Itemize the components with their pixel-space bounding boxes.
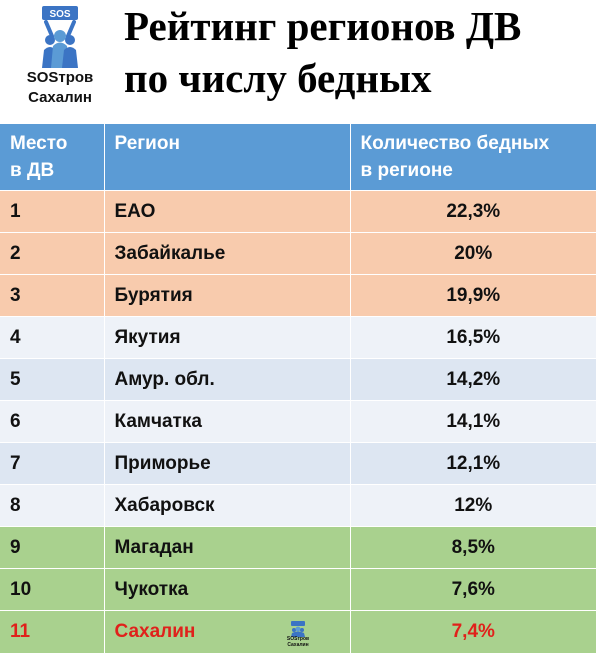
header-count-line2: в регионе xyxy=(360,160,453,181)
row-logo-text: SOSтров Сахалин xyxy=(280,636,316,648)
logo-text: SOSтров Сахалин xyxy=(14,68,106,108)
table-row: 7 Приморье 12,1% xyxy=(0,442,596,485)
table-row: 10 Чукотка 7,6% xyxy=(0,568,596,611)
table-row: 5 Амур. обл. 14,2% xyxy=(0,358,596,401)
row-value: 22,3% xyxy=(350,190,596,233)
table-row: 2 Забайкалье 20% xyxy=(0,232,596,275)
row-region: Забайкалье xyxy=(104,232,351,275)
row-value: 14,1% xyxy=(350,400,596,443)
row-value: 19,9% xyxy=(350,274,596,317)
header-count-line1: Количество бедных xyxy=(360,133,550,154)
table-row: 1 ЕАО 22,3% xyxy=(0,190,596,233)
row-region: Амур. обл. xyxy=(104,358,351,401)
header-region: Регион xyxy=(104,124,351,191)
rating-table: Место в ДВ Регион Количество бедных в ре… xyxy=(0,124,596,653)
row-region: Камчатка xyxy=(104,400,351,443)
row-region: Приморье xyxy=(104,442,351,485)
row-value: 14,2% xyxy=(350,358,596,401)
header-count: Количество бедных в регионе xyxy=(350,124,596,191)
row-value: 7,6% xyxy=(350,568,596,611)
row-logo: SOSтров Сахалин xyxy=(280,621,316,651)
table-row: 6 Камчатка 14,1% xyxy=(0,400,596,443)
table-row: 8 Хабаровск 12% xyxy=(0,484,596,527)
row-place: 2 xyxy=(0,232,105,275)
header-place: Место в ДВ xyxy=(0,124,105,191)
row-logo-line2: Сахалин xyxy=(287,642,309,648)
row-value: 8,5% xyxy=(350,526,596,569)
header-place-line1: Место xyxy=(10,133,68,154)
row-value: 7,4% xyxy=(350,610,596,653)
row-region: Магадан xyxy=(104,526,351,569)
row-value: 16,5% xyxy=(350,316,596,359)
row-value: 12,1% xyxy=(350,442,596,485)
table-row: 3 Бурятия 19,9% xyxy=(0,274,596,317)
logo: SOS SOSтров Сахалин xyxy=(14,6,106,114)
page-title: Рейтинг регионов ДВ по числу бедных xyxy=(124,0,594,104)
table-row-highlighted: 11 Сахалин 7,4% xyxy=(0,610,596,653)
table-row: 4 Якутия 16,5% xyxy=(0,316,596,359)
row-region: Бурятия xyxy=(104,274,351,317)
row-region: Сахалин xyxy=(104,610,351,653)
row-place: 8 xyxy=(0,484,105,527)
row-place: 11 xyxy=(0,610,105,653)
people-arms-up-icon xyxy=(291,621,305,637)
logo-line1: SOSтров xyxy=(26,69,94,86)
row-region: ЕАО xyxy=(104,190,351,233)
title-line1: Рейтинг регионов ДВ xyxy=(124,3,522,49)
title-line2: по числу бедных xyxy=(124,55,432,101)
people-arms-up-icon: SOS xyxy=(42,6,78,68)
row-logo-line1: SOSтров xyxy=(286,636,310,642)
header: SOS SOSтров Сахалин Рейтинг регионов ДВ … xyxy=(0,0,596,122)
row-value: 20% xyxy=(350,232,596,275)
row-place: 9 xyxy=(0,526,105,569)
row-place: 7 xyxy=(0,442,105,485)
table-row: 9 Магадан 8,5% xyxy=(0,526,596,569)
row-region: Якутия xyxy=(104,316,351,359)
row-region: Чукотка xyxy=(104,568,351,611)
row-place: 3 xyxy=(0,274,105,317)
row-place: 4 xyxy=(0,316,105,359)
row-place: 1 xyxy=(0,190,105,233)
logo-line2: Сахалин xyxy=(28,89,92,106)
row-value: 12% xyxy=(350,484,596,527)
header-place-line2: в ДВ xyxy=(10,160,55,181)
row-place: 5 xyxy=(0,358,105,401)
row-place: 6 xyxy=(0,400,105,443)
logo-badge-text: SOS xyxy=(49,9,70,20)
table-header-row: Место в ДВ Регион Количество бедных в ре… xyxy=(0,124,596,191)
row-place: 10 xyxy=(0,568,105,611)
row-region: Хабаровск xyxy=(104,484,351,527)
